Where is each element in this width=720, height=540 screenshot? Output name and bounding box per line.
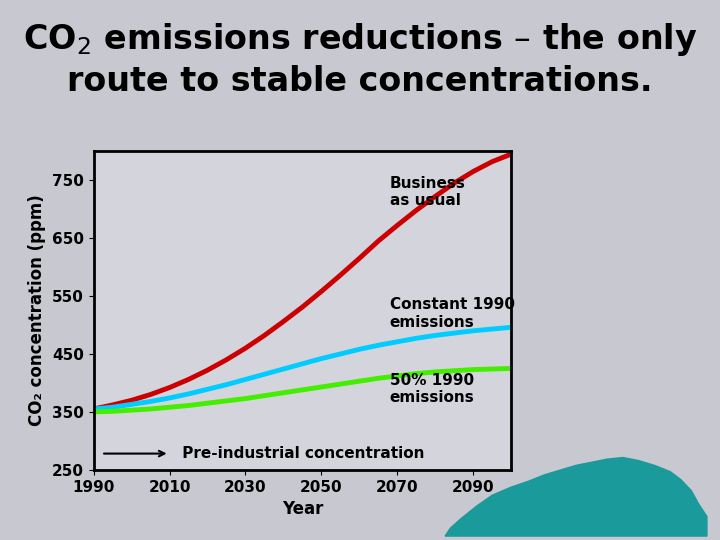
Y-axis label: CO₂ concentration (ppm): CO₂ concentration (ppm) (28, 194, 46, 427)
Text: Constant 1990
emissions: Constant 1990 emissions (390, 297, 515, 329)
X-axis label: Year: Year (282, 500, 323, 518)
Text: CO$_2$ emissions reductions – the only
route to stable concentrations.: CO$_2$ emissions reductions – the only r… (23, 21, 697, 98)
Text: Pre-industrial concentration: Pre-industrial concentration (177, 446, 425, 461)
Text: Business
as usual: Business as usual (390, 176, 466, 208)
Polygon shape (445, 457, 707, 536)
Text: 50% 1990
emissions: 50% 1990 emissions (390, 373, 474, 405)
